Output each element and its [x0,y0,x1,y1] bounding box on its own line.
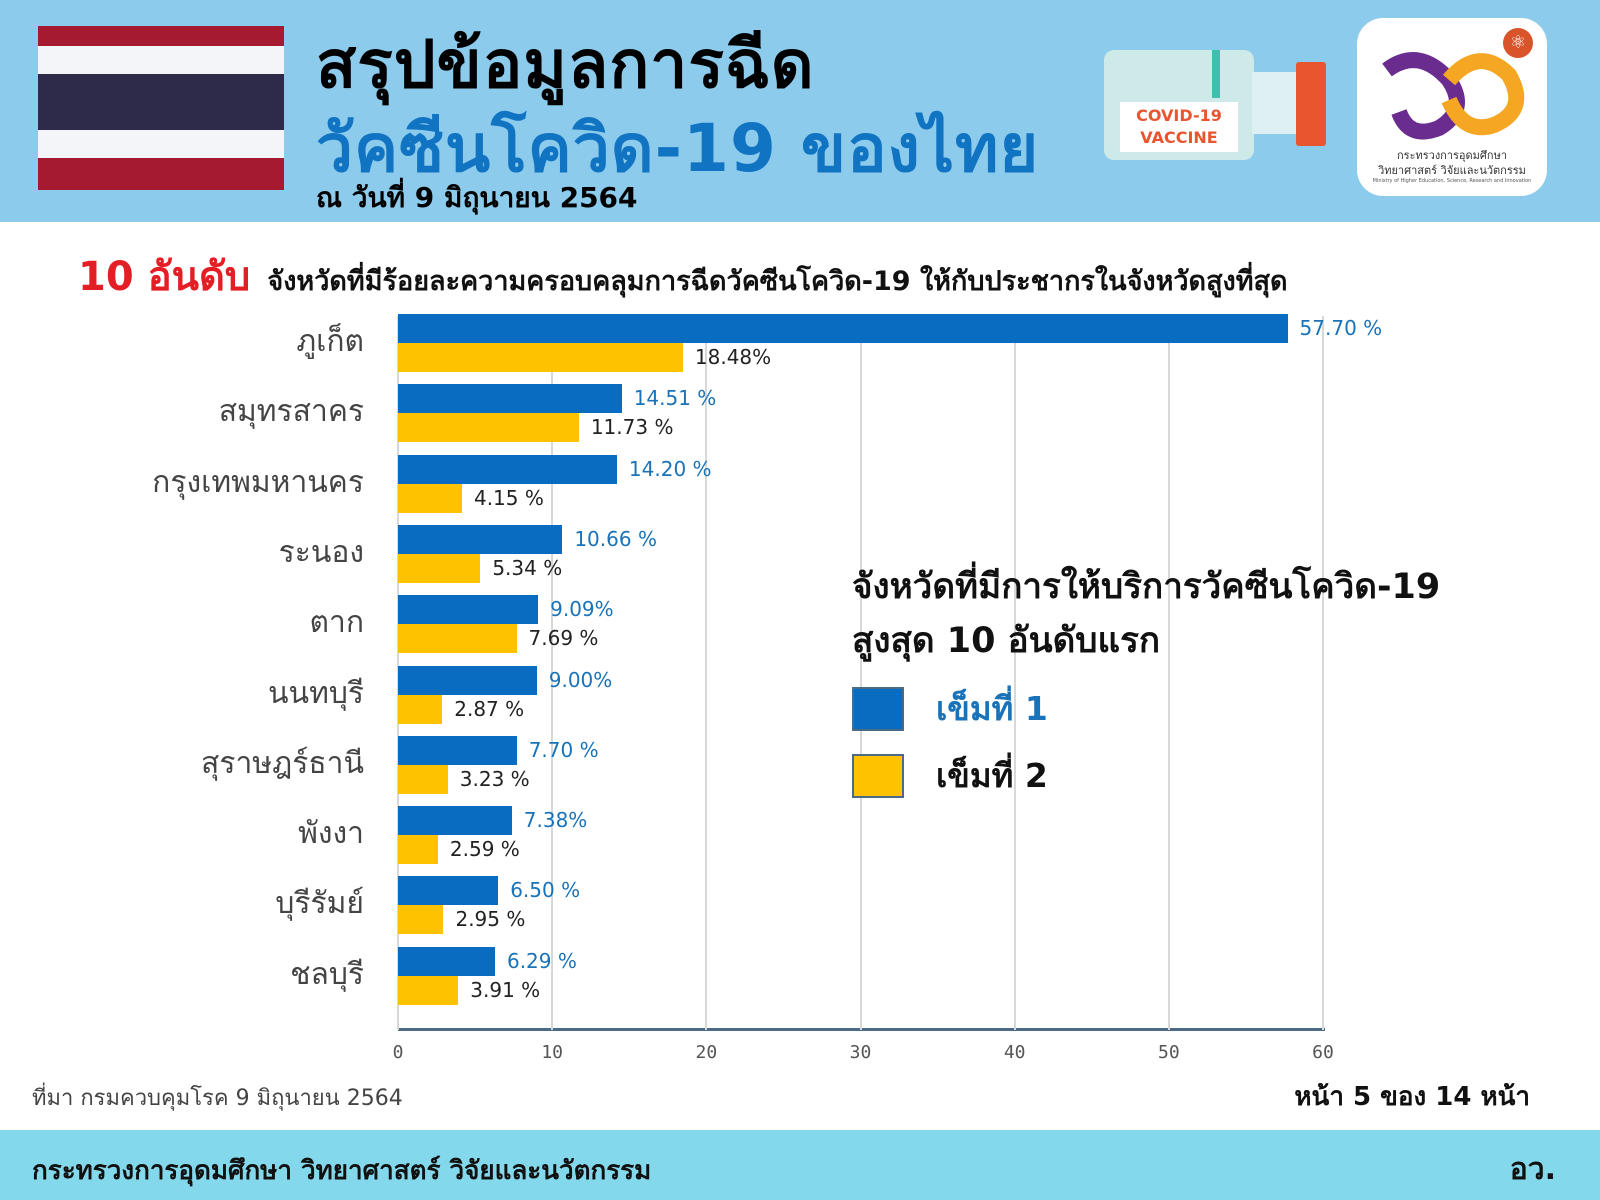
gridline [1167,316,1170,1030]
mhesi-logo-icon [1382,52,1525,140]
legend-swatch-blue [852,686,904,731]
value-label-dose-2: 2.59 % [449,837,520,862]
gridline [705,316,708,1030]
bar-dose-1 [398,524,563,554]
bar-dose-2 [398,624,517,654]
page-number: หน้า 5 ของ 14 หน้า [1294,1082,1530,1112]
x-tick-label: 10 [541,1042,563,1063]
legend-item-dose-2: เข็มที่ 2 [852,749,1440,802]
value-label-dose-2: 3.91 % [470,977,541,1002]
vaccine-vial-icon: COVID-19 VACCINE [1104,50,1334,168]
bar-chart: 0 10 20 30 40 50 60 ภูเก็ต 57.70 % 18.48% สมุทรสาค… [0,300,1600,1080]
province-label: กรุงเทพมหานคร [152,464,364,500]
bar-dose-2 [398,553,481,583]
bar-dose-2 [398,835,438,865]
data-source: ที่มา กรมควบคุมโรค 9 มิถุนายน 2564 [32,1086,403,1111]
value-label-dose-1: 7.38% [523,808,588,833]
province-label: ภูเก็ต [296,324,364,359]
value-label-dose-2: 3.23 % [459,766,530,791]
province-label: นนทบุรี [268,675,364,711]
bar-dose-1 [398,876,499,906]
bar-dose-1 [398,946,495,976]
value-label-dose-1: 6.29 % [506,948,577,973]
province-label: พังงา [298,816,364,852]
legend-title-line-2: สูงสุด 10 อันดับแรก [852,621,1161,661]
bar-dose-1 [398,806,512,836]
bar-dose-1 [398,314,1288,343]
bar-dose-2 [398,343,683,372]
bar-dose-2 [398,694,443,724]
value-label-dose-1: 14.51 % [633,386,717,411]
gridline [1013,316,1016,1030]
gridline [1322,316,1324,1030]
chart-subtitle: 10 อันดับ จังหวัดที่มีร้อยละความครอบคลุม… [78,244,1288,308]
bar-dose-1 [398,595,539,625]
ministry-abbrev: อว. [1509,1152,1556,1187]
legend-item-dose-1: เข็มที่ 1 [852,682,1440,735]
value-label-dose-1: 6.50 % [510,878,581,903]
vial-label: COVID-19 VACCINE [1120,102,1238,152]
atom-icon: ⚛ [1503,28,1533,58]
province-label: สมุทรสาคร [218,394,364,430]
province-label: สุราษฎร์ธานี [201,745,364,781]
value-label-dose-1: 7.70 % [528,737,599,762]
thai-flag-icon [38,26,284,190]
value-label-dose-2: 4.15 % [473,485,544,510]
value-label-dose-1: 10.66 % [574,526,657,551]
legend-swatch-yellow [852,753,904,798]
gridline [551,316,554,1030]
bar-dose-1 [398,454,617,484]
header-banner: สรุปข้อมูลการฉีด วัคซีนโควิด-19 ของไทย ณ… [0,0,1600,222]
x-tick-label: 20 [695,1042,718,1063]
x-tick-label: 40 [1003,1042,1026,1063]
legend-title-line-1: จังหวัดที่มีการให้บริการวัคซีนโควิด-19 [852,567,1441,607]
gridline [859,316,862,1030]
title-line-1: สรุปข้อมูลการฉีด [316,26,815,103]
x-axis [398,1028,1325,1031]
bar-dose-2 [398,413,579,443]
footer-bar: กระทรวงการอุดมศึกษา วิทยาศาสตร์ วิจัยและ… [0,1130,1600,1200]
ministry-logo: ⚛ กระทรวงการอุดมศึกษา วิทยาศาสตร์ วิจัยแ… [1357,18,1547,196]
title-line-2: วัคซีนโควิด-19 ของไทย [316,110,1040,187]
subtitle-text: จังหวัดที่มีร้อยละความครอบคลุมการฉีดวัคซ… [267,266,1288,297]
value-label-dose-2: 7.69 % [528,626,599,651]
province-label: ระนอง [278,534,364,570]
bar-dose-1 [398,735,517,765]
chart-legend: จังหวัดที่มีการให้บริการวัคซีนโควิด-19 ส… [852,560,1440,802]
bar-dose-2 [398,483,462,513]
x-tick-label: 60 [1312,1042,1334,1063]
value-label-dose-1: 9.00% [548,667,613,692]
province-label: บุรีรัมย์ [275,886,364,922]
report-date: ณ วันที่ 9 มิถุนายน 2564 [316,181,638,214]
province-label: ตาก [309,605,365,641]
subtitle-highlight: 10 อันดับ [78,254,251,300]
value-label-dose-2: 2.87 % [454,696,525,721]
x-tick-label: 30 [849,1042,872,1063]
value-label-dose-1: 9.09% [550,597,614,622]
value-label-dose-2: 2.95 % [455,907,526,932]
x-tick-label: 0 [392,1042,404,1063]
value-label-dose-2: 5.34 % [492,555,563,580]
bar-dose-2 [398,905,444,935]
bar-dose-2 [398,975,459,1005]
bar-dose-1 [398,665,537,695]
ministry-name: กระทรวงการอุดมศึกษา วิทยาศาสตร์ วิจัยและ… [32,1156,652,1186]
value-label-dose-2: 18.48% [694,345,772,369]
bar-dose-1 [398,384,622,414]
value-label-dose-1: 57.70 % [1299,316,1383,340]
x-tick-label: 50 [1157,1042,1180,1063]
province-label: ชลบุรี [290,956,364,992]
value-label-dose-1: 14.20 % [628,456,712,481]
value-label-dose-2: 11.73 % [590,415,674,440]
bar-dose-2 [398,764,448,794]
